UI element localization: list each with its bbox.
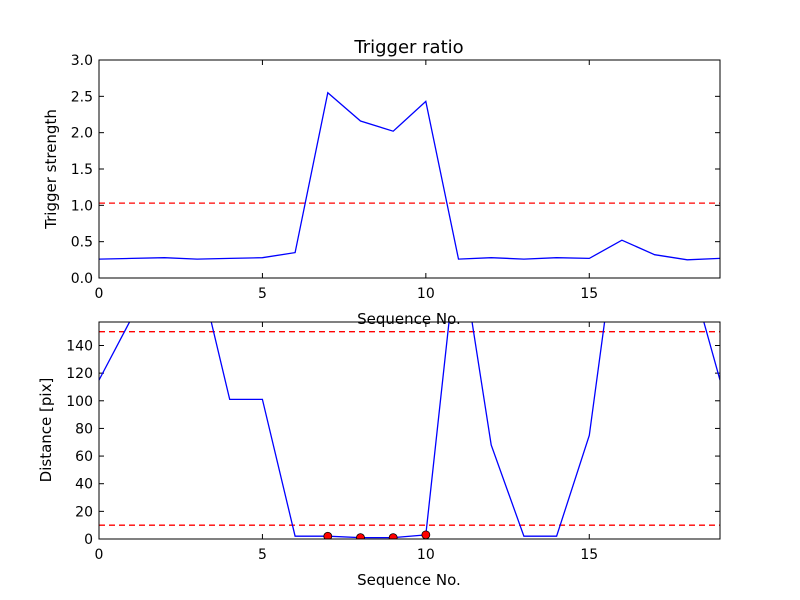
y-tick-label: 2.5 [71, 89, 93, 105]
x-tick-label: 0 [95, 286, 104, 302]
y-tick-label: 60 [75, 449, 93, 465]
bottom-subplot: 0 5 10 15 0 20 40 60 80 100 120 140 Sequence No. Di… [37, 321, 721, 589]
y-tick-label: 100 [66, 394, 93, 410]
y-tick-label: 20 [75, 504, 93, 520]
y-tick-label: 1.0 [71, 198, 93, 214]
x-tick-label: 5 [258, 286, 267, 302]
y-tick-label: 1.5 [71, 162, 93, 178]
top-subplot: Trigger ratio 0 5 10 15 0.0 0.5 1.0 1.5 2.0 2.5 3.… [42, 37, 721, 328]
top-x-axis-label: Sequence No. [357, 310, 461, 328]
y-tick-label: 40 [75, 477, 93, 493]
y-tick-label: 140 [66, 338, 93, 354]
y-tick-label: 120 [66, 366, 93, 382]
bottom-axis-ticks: 0 5 10 15 0 20 40 60 80 100 120 140 [66, 322, 720, 563]
x-tick-label: 5 [258, 547, 267, 563]
detection-markers [323, 530, 431, 539]
detection-marker [421, 530, 431, 539]
y-tick-label: 0.0 [71, 271, 93, 287]
y-tick-label: 0.5 [71, 235, 93, 251]
plot-title: Trigger ratio [353, 37, 463, 58]
detection-marker [323, 531, 333, 539]
top-axis-ticks: 0 5 10 15 0.0 0.5 1.0 1.5 2.0 2.5 3.0 [71, 53, 720, 302]
x-tick-label: 10 [417, 286, 435, 302]
x-tick-label: 10 [417, 547, 435, 563]
detection-marker [388, 533, 398, 539]
x-tick-label: 15 [580, 547, 598, 563]
detection-marker [356, 533, 365, 539]
y-tick-label: 2.0 [71, 126, 93, 142]
top-y-axis-label: Trigger strength [42, 109, 60, 230]
bottom-x-axis-label: Sequence No. [357, 571, 461, 589]
x-tick-label: 0 [95, 547, 104, 563]
trigger-strength-line [99, 91, 720, 261]
y-tick-label: 3.0 [71, 53, 93, 69]
top-axes-frame [98, 59, 721, 279]
bottom-y-axis-label: Distance [pix] [37, 378, 55, 483]
bottom-threshold-lines [99, 331, 720, 526]
y-tick-label: 80 [75, 421, 93, 437]
bottom-axes-frame [98, 321, 721, 540]
y-tick-label: 0 [84, 532, 93, 548]
x-tick-label: 15 [580, 286, 598, 302]
distance-line [99, 322, 720, 539]
